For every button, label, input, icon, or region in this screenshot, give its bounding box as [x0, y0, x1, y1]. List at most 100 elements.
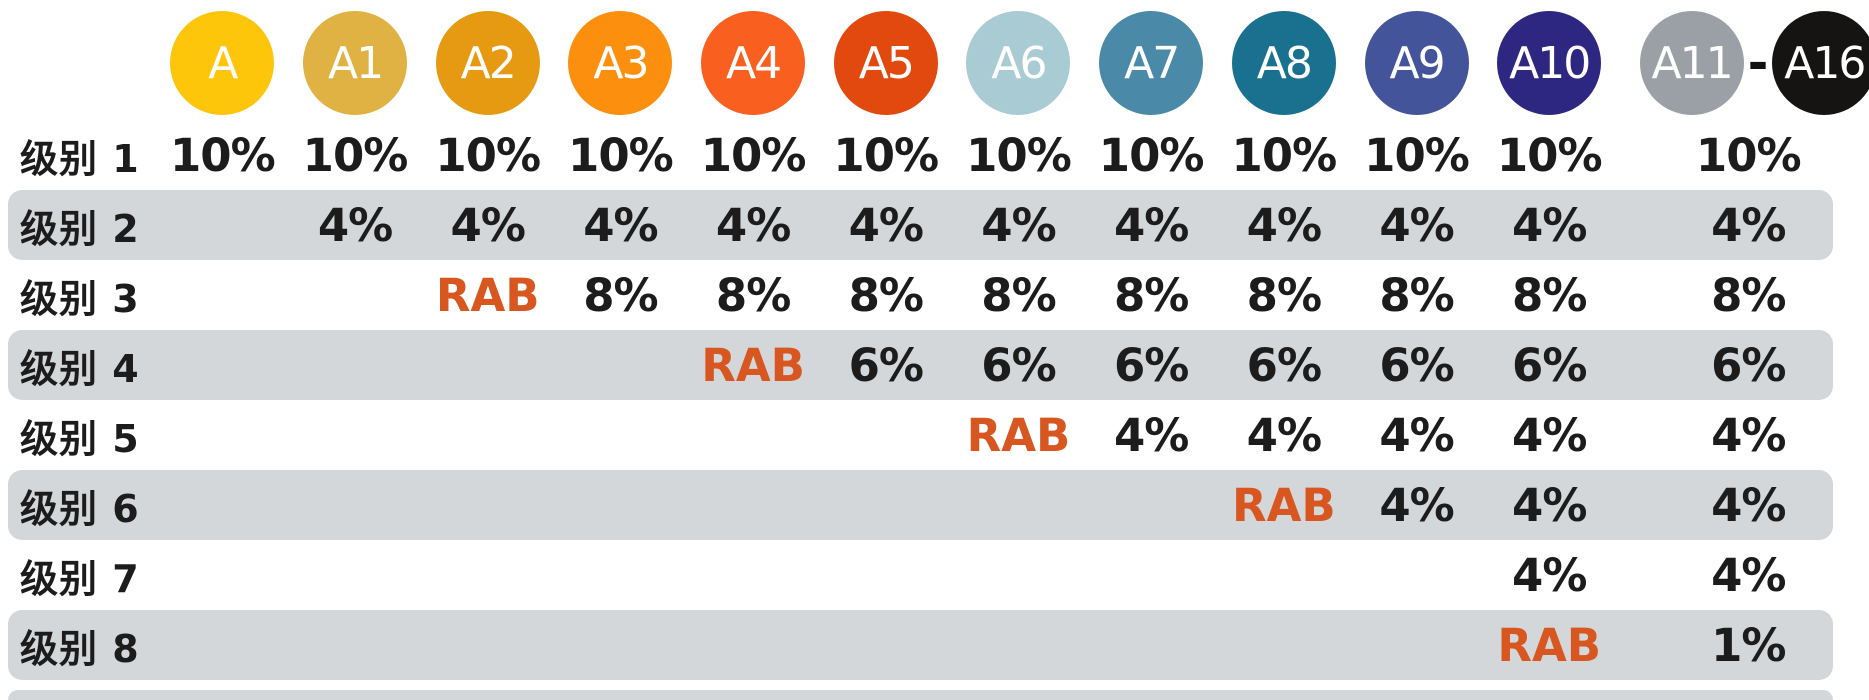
cell-value: 4%	[1113, 198, 1189, 252]
cell-value: 4%	[317, 198, 393, 252]
row-label: 级别 4	[20, 346, 140, 391]
cell-value: 4%	[1113, 408, 1189, 462]
cell-value: 8%	[715, 268, 791, 322]
cell-value: 4%	[1512, 408, 1587, 462]
row-label: 级别 3	[20, 276, 140, 321]
cell-value: 6%	[981, 338, 1056, 392]
table-row-level-1: 级别 1 10% 10% 10% 10% 10% 10% 10% 10% 10% 10% 10% 10%	[8, 120, 1833, 190]
cell-value: 6%	[1113, 338, 1189, 392]
row-label: 级别 1	[20, 136, 140, 181]
cell-value: 10%	[1231, 128, 1337, 182]
column-badge-a10: A10	[1497, 11, 1602, 115]
column-badge-a5: A5	[833, 11, 938, 115]
cell-value: 4%	[1512, 478, 1587, 532]
cell-value: 6%	[1512, 338, 1587, 392]
header-cell-a4: A4	[687, 0, 820, 120]
column-badge-a: A	[170, 11, 275, 115]
cell-value: 4%	[981, 198, 1056, 252]
column-badge-a3: A3	[568, 11, 673, 115]
cell-value: 10%	[966, 128, 1072, 182]
column-badge-a7: A7	[1099, 11, 1204, 115]
column-badge-a6: A6	[966, 11, 1071, 115]
cell-value: 4%	[450, 198, 526, 252]
cell-value: 10%	[302, 128, 409, 182]
rab-marker: RAB	[1497, 618, 1602, 672]
row-label: 级别 8	[20, 626, 140, 671]
cell-value: 10%	[1695, 128, 1802, 182]
cell-value: 8%	[1711, 268, 1786, 322]
cell-value: 6%	[848, 338, 924, 392]
header-cell-a8: A8	[1218, 0, 1351, 120]
cell-value: 10%	[1496, 128, 1603, 182]
cell-value: 10%	[700, 128, 807, 182]
row-label: 级别 6	[20, 486, 140, 531]
header-cell-a6: A6	[952, 0, 1085, 120]
table-body: 级别 1 10% 10% 10% 10% 10% 10% 10% 10% 10% 10% 10% 10%…	[0, 120, 1833, 680]
header-cell-a5: A5	[819, 0, 952, 120]
column-badge-a4: A4	[701, 11, 806, 115]
header-cell-a3: A3	[554, 0, 687, 120]
cell-value: 4%	[1246, 408, 1322, 462]
cell-value: 4%	[1711, 478, 1786, 532]
cell-value: 8%	[1379, 268, 1454, 322]
cell-value: 8%	[583, 268, 658, 322]
header-label-spacer	[8, 0, 156, 120]
cell-value: 8%	[1246, 268, 1322, 322]
header-cell-a9: A9	[1350, 0, 1483, 120]
column-badge-a1: A1	[303, 11, 408, 115]
header-cell-a11-a16: A11- A16	[1639, 0, 1869, 120]
header-cell-a10: A10	[1483, 0, 1616, 120]
row-label: 级别 5	[20, 416, 140, 461]
table-row-level-4: 级别 4 RAB 6% 6% 6% 6% 6% 6% 6%	[8, 330, 1833, 400]
rab-marker: RAB	[966, 408, 1071, 462]
cell-value: 1%	[1711, 618, 1786, 672]
cell-value: 10%	[435, 128, 541, 182]
column-badge-a8: A8	[1231, 11, 1336, 115]
header-cell-a: A	[156, 0, 289, 120]
table-row-level-8: 级别 8 RAB 1%	[8, 610, 1833, 680]
table-row-level-2: 级别 2 4% 4% 4% 4% 4% 4% 4% 4% 4% 4% 4%	[8, 190, 1833, 260]
cell-value: 10%	[169, 128, 276, 182]
cell-value: 4%	[1711, 198, 1786, 252]
column-badge-a9: A9	[1364, 11, 1469, 115]
cell-value: 4%	[848, 198, 924, 252]
cell-value: 10%	[833, 128, 939, 182]
cell-value: 4%	[1246, 198, 1322, 252]
cell-value: 4%	[1379, 408, 1454, 462]
cell-value: 4%	[1512, 548, 1587, 602]
table-row-level-7: 级别 7 4% 4%	[8, 540, 1833, 610]
header-cell-a7: A7	[1085, 0, 1218, 120]
cell-value: 10%	[568, 128, 674, 182]
cell-value: 4%	[1711, 548, 1786, 602]
cell-value: 6%	[1246, 338, 1322, 392]
rab-marker: RAB	[701, 338, 805, 392]
row-label: 级别 2	[20, 206, 140, 251]
cell-value: 6%	[1379, 338, 1454, 392]
table-row-level-3: 级别 3 RAB 8% 8% 8% 8% 8% 8% 8% 8% 8%	[8, 260, 1833, 330]
next-row-sliver	[8, 690, 1833, 700]
column-badge-a11: A11	[1639, 11, 1744, 115]
cell-value: 8%	[848, 268, 924, 322]
cell-value: 4%	[1512, 198, 1587, 252]
column-badge-a16: A16	[1772, 11, 1869, 115]
range-dash: -	[1747, 34, 1769, 92]
cell-value: 6%	[1711, 338, 1786, 392]
header-cell-a2: A2	[421, 0, 554, 120]
cell-value: 4%	[1379, 198, 1454, 252]
column-header-row: A A1 A2 A3 A4 A5 A6 A7 A8 A9 A10 A11- A16	[8, 0, 1869, 120]
column-badge-a2: A2	[435, 11, 540, 115]
cell-value: 10%	[1364, 128, 1470, 182]
table-row-level-5: 级别 5 RAB 4% 4% 4% 4% 4%	[8, 400, 1833, 470]
cell-value: 4%	[1711, 408, 1786, 462]
cell-value: 4%	[583, 198, 658, 252]
cell-value: 8%	[1512, 268, 1587, 322]
rab-marker: RAB	[1231, 478, 1336, 532]
cell-value: 10%	[1098, 128, 1205, 182]
rab-marker: RAB	[435, 268, 540, 322]
table-row-level-6: 级别 6 RAB 4% 4% 4%	[8, 470, 1833, 540]
cell-value: 8%	[981, 268, 1056, 322]
row-label: 级别 7	[20, 556, 140, 601]
cell-value: 8%	[1113, 268, 1189, 322]
header-cell-a1: A1	[289, 0, 422, 120]
